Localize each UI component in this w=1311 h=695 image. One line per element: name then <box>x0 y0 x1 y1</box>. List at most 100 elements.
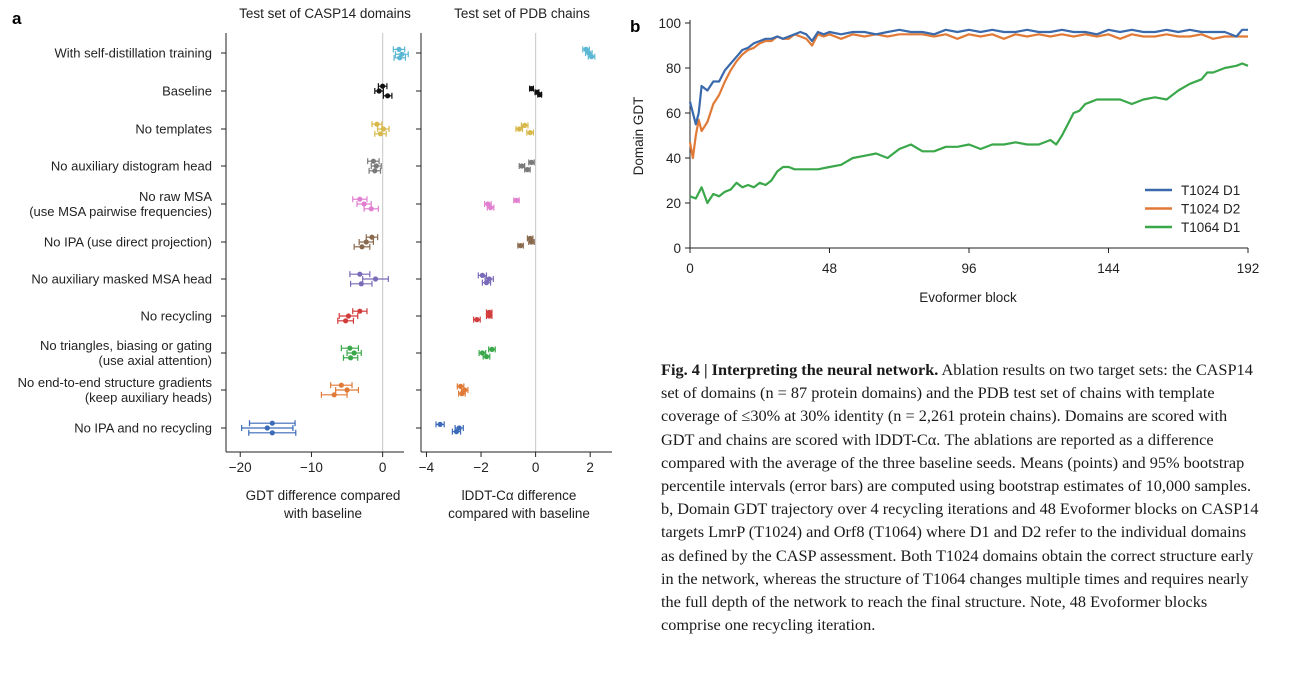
caption-line: bars) are computed using bootstrap estim… <box>661 476 1252 519</box>
x-axis-label: compared with baseline <box>448 506 590 521</box>
panel-title: Test set of CASP14 domains <box>239 6 411 21</box>
y-tick-label: 80 <box>666 61 681 76</box>
mean-point <box>363 239 369 245</box>
mean-point <box>457 383 464 389</box>
pdb-ablation-chart: −4 −2 0 2 Test set of PDB chains lDDT-Cα diff… <box>416 6 612 521</box>
mean-point <box>368 206 374 212</box>
panel-a-letter: a <box>12 9 22 28</box>
ablation-label: With self-distillation training <box>54 46 212 61</box>
ablation-label: No triangles, biasing or gating <box>40 338 212 353</box>
mean-point <box>357 196 363 202</box>
mean-point <box>331 392 337 398</box>
mean-point <box>343 318 349 324</box>
ablation-label: No templates <box>135 122 212 137</box>
x-tick-label: 144 <box>1097 261 1120 276</box>
mean-point <box>269 420 275 426</box>
mean-point <box>348 355 354 361</box>
mean-point <box>385 93 391 99</box>
legend-label: T1024 D1 <box>1181 183 1240 198</box>
x-tick-label: 2 <box>586 460 594 475</box>
mean-point <box>487 205 494 211</box>
x-tick-label: 0 <box>686 261 694 276</box>
mean-point <box>264 425 270 431</box>
mean-point <box>351 350 357 356</box>
mean-point <box>524 167 531 173</box>
mean-point <box>479 350 485 356</box>
caption-line: GDT trajectory over 4 recycling iteratio… <box>733 499 1259 519</box>
mean-point <box>527 130 533 136</box>
caption-line: ablations are reported as a difference c… <box>661 429 1214 472</box>
ablation-labels: With self-distillation training Baseline N… <box>18 46 213 436</box>
caption-line: chains with template coverage of ≤30% at… <box>661 383 1215 426</box>
panel-b-letter: b <box>630 17 640 36</box>
mean-point <box>369 234 375 240</box>
mean-point <box>483 354 490 360</box>
ablation-label: (keep auxiliary heads) <box>85 390 212 405</box>
mean-point <box>396 46 402 53</box>
ablation-label: (use axial attention) <box>99 353 212 368</box>
mean-point <box>380 126 386 132</box>
mean-point <box>370 158 376 164</box>
gdt-trajectory-chart: 0 20 40 60 80 100 0 48 96 144 192 Evoformer block Do… <box>631 16 1259 305</box>
mean-point <box>357 271 363 277</box>
y-axis-label: Domain GDT <box>631 97 646 176</box>
mean-point <box>516 126 522 132</box>
mean-point <box>483 280 490 286</box>
mean-point <box>474 317 480 323</box>
mean-point <box>361 201 367 207</box>
mean-point <box>459 391 465 397</box>
mean-point <box>486 313 492 319</box>
y-tick-label: 40 <box>666 151 681 166</box>
series-line <box>688 28 1248 126</box>
ablation-label: (use MSA pairwise frequencies) <box>29 204 212 219</box>
x-tick-label: 48 <box>822 261 837 276</box>
y-tick-label: 60 <box>666 106 681 121</box>
mean-point <box>374 121 380 127</box>
mean-point <box>489 346 495 352</box>
mean-point <box>528 86 535 92</box>
ablation-label: No raw MSA <box>139 189 212 204</box>
y-tick-label: 20 <box>666 196 681 211</box>
mean-point <box>359 244 365 250</box>
mean-point <box>380 83 386 89</box>
series-line <box>689 62 1249 205</box>
mean-point <box>269 430 275 436</box>
mean-point <box>485 201 491 207</box>
mean-point <box>376 88 382 94</box>
caption-line: multiple times and requires nearly the f… <box>661 568 1249 612</box>
x-tick-label: 0 <box>532 460 540 475</box>
mean-point <box>397 55 403 61</box>
mean-point <box>588 54 595 60</box>
x-axis-label: with baseline <box>283 506 362 521</box>
mean-point <box>372 276 379 282</box>
mean-point <box>479 272 485 278</box>
x-tick-label: −10 <box>300 460 323 475</box>
ablation-label: No auxiliary masked MSA head <box>31 272 212 287</box>
x-axis-label: lDDT-Cα difference <box>462 488 577 503</box>
caption-line: chains). Domains are scored with GDT and… <box>661 406 1228 449</box>
x-tick-label: 0 <box>379 460 387 475</box>
mean-point <box>344 387 350 393</box>
y-tick-label: 100 <box>658 16 681 31</box>
mean-point <box>519 163 525 169</box>
mean-point <box>338 382 344 388</box>
mean-point <box>373 163 379 169</box>
caption-line: domains as defined by the CASP assessmen… <box>661 522 1247 565</box>
ablation-label: No end-to-end structure gradients <box>18 375 213 390</box>
legend-label: T1064 D1 <box>1181 220 1240 235</box>
caption-title: Fig. 4 | Interpreting the neural network… <box>661 360 939 379</box>
mean-point <box>437 421 443 427</box>
ablation-label: No IPA and no recycling <box>74 421 212 436</box>
ablation-label: No recycling <box>140 309 212 324</box>
mean-point <box>453 429 460 435</box>
x-tick-label: −4 <box>419 460 435 475</box>
mean-point <box>486 309 492 315</box>
mean-point <box>345 313 352 319</box>
mean-point <box>583 46 589 53</box>
x-axis-label: Evoformer block <box>919 290 1017 305</box>
caption-line: baseline seeds. Means (points) and 95% b… <box>661 452 1245 496</box>
ablation-label: No auxiliary distogram head <box>51 159 212 174</box>
legend-label: T1024 D2 <box>1181 202 1240 217</box>
